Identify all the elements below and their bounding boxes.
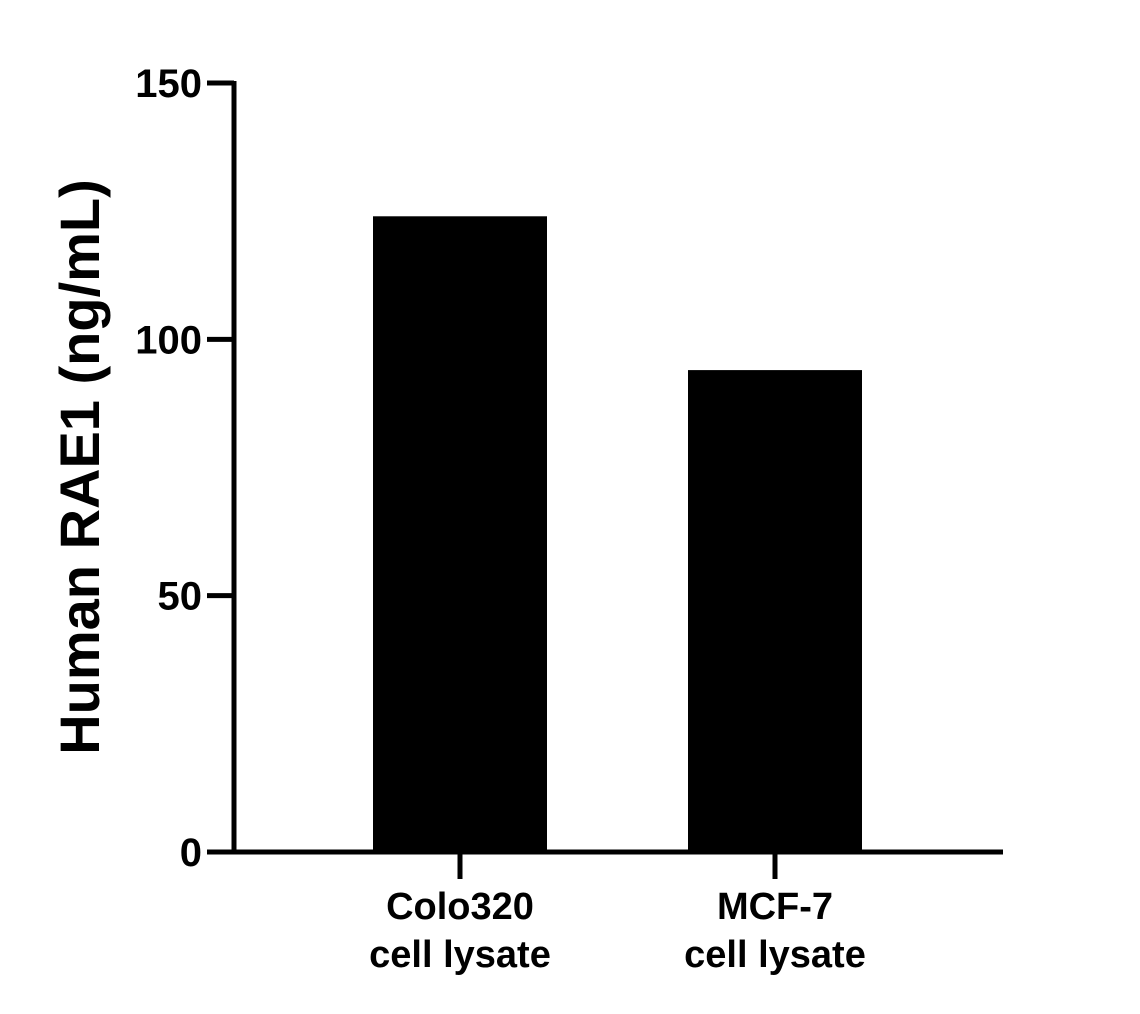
axes-group <box>231 81 1003 855</box>
y-tick-label: 150 <box>135 62 202 106</box>
y-ticks-group: 0 50 100 150 <box>135 62 234 875</box>
x-tick-label: MCF-7 cell lysate <box>684 886 866 976</box>
bar-1 <box>373 216 547 852</box>
x-tick-label-line: cell lysate <box>369 934 551 976</box>
bar-2 <box>688 370 862 852</box>
x-tick-label-line: Colo320 <box>386 886 534 928</box>
y-tick-label: 0 <box>180 831 202 875</box>
x-tick-label-line: cell lysate <box>684 934 866 976</box>
bars-group <box>373 216 862 852</box>
x-tick-label: Colo320 cell lysate <box>369 886 551 976</box>
x-tick-label-line: MCF-7 <box>717 886 833 928</box>
y-tick-label: 50 <box>158 575 203 619</box>
y-tick-label: 100 <box>135 318 202 362</box>
y-axis-title: Human RAE1 (ng/mL) <box>48 179 111 755</box>
x-ticks-group: Colo320 cell lysate MCF-7 cell lysate <box>369 852 866 976</box>
